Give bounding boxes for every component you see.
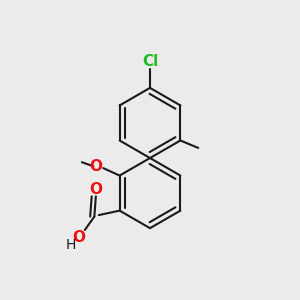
Text: O: O	[89, 159, 102, 174]
Text: O: O	[89, 182, 102, 197]
Text: O: O	[72, 230, 85, 245]
Text: Cl: Cl	[142, 54, 158, 69]
Text: H: H	[65, 238, 76, 252]
